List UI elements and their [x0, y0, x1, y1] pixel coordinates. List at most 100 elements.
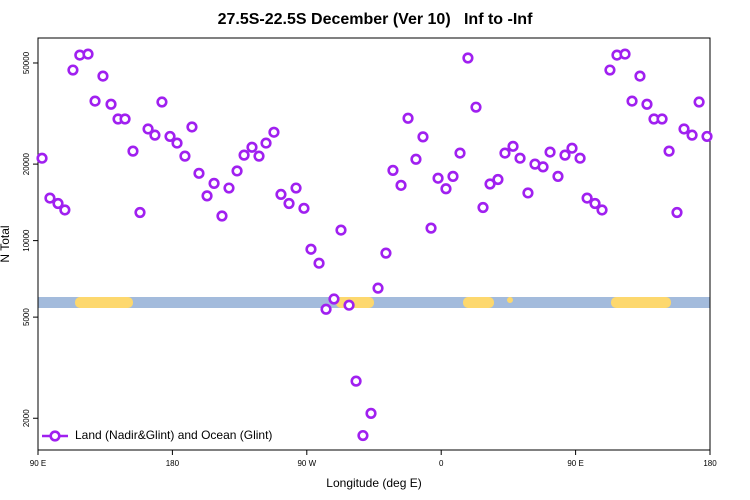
series	[36, 48, 713, 442]
data-point	[82, 48, 94, 60]
data-point	[693, 96, 705, 108]
data-point	[186, 121, 198, 133]
land-strip	[75, 297, 133, 308]
data-point	[402, 112, 414, 124]
data-point	[380, 247, 392, 259]
data-point	[641, 98, 653, 110]
data-point	[127, 145, 139, 157]
data-point	[335, 224, 347, 236]
x-tick-label: 90 W	[297, 459, 316, 468]
data-point	[89, 95, 101, 107]
data-point	[171, 137, 183, 149]
data-point	[357, 429, 369, 442]
data-point	[52, 197, 64, 210]
data-point	[417, 131, 429, 143]
data-point	[320, 303, 332, 315]
data-point	[59, 204, 71, 216]
y-tick-label: 5000	[22, 308, 31, 326]
data-point	[350, 375, 362, 387]
data-point	[447, 170, 459, 182]
data-point	[260, 137, 272, 149]
data-point	[179, 150, 191, 162]
data-point	[156, 96, 168, 108]
data-point	[44, 192, 56, 204]
surface-strip	[38, 297, 710, 308]
data-point	[328, 293, 340, 305]
data-point	[201, 190, 213, 202]
data-point	[574, 152, 586, 164]
x-tick-label: 0	[439, 459, 444, 468]
data-point	[275, 188, 287, 201]
data-point	[559, 149, 571, 161]
data-point	[454, 147, 466, 159]
data-point	[544, 146, 556, 158]
legend-label: Land (Nadir&Glint) and Ocean (Glint)	[75, 428, 272, 442]
y-tick-label: 10000	[22, 229, 31, 252]
data-point	[470, 101, 482, 113]
data-point	[440, 183, 452, 195]
land-strip	[507, 297, 513, 303]
data-point	[462, 52, 474, 64]
data-point	[134, 206, 146, 219]
data-point	[656, 113, 668, 125]
y-tick-label: 20000	[22, 152, 31, 175]
data-point	[663, 145, 675, 157]
data-point	[119, 113, 131, 125]
data-point	[142, 123, 154, 135]
land-strip	[336, 297, 374, 308]
data-point	[395, 179, 407, 191]
data-point	[552, 170, 564, 182]
data-point	[105, 98, 117, 110]
data-point	[238, 149, 250, 161]
data-point	[425, 222, 437, 234]
data-point	[149, 129, 161, 141]
data-point	[216, 210, 228, 222]
data-point	[208, 177, 220, 189]
data-point	[477, 201, 489, 214]
y-axis-label: N Total	[0, 225, 12, 262]
data-point	[253, 150, 265, 162]
data-point	[97, 70, 109, 82]
x-tick-label: 180	[703, 459, 717, 468]
data-point	[164, 130, 176, 143]
data-point	[589, 197, 601, 210]
y-tick-label: 50000	[22, 51, 31, 74]
data-point	[581, 192, 593, 204]
data-point	[619, 48, 631, 60]
data-point	[492, 173, 504, 186]
data-point	[604, 64, 616, 76]
data-point	[432, 172, 444, 184]
x-tick-label: 90 E	[30, 459, 46, 468]
data-point	[246, 141, 258, 153]
data-point	[283, 197, 295, 210]
x-tick-label: 90 E	[567, 459, 583, 468]
data-point	[372, 282, 384, 294]
data-point	[499, 147, 511, 159]
legend-item: Land (Nadir&Glint) and Ocean (Glint)	[42, 428, 272, 442]
data-point	[671, 206, 683, 219]
data-point	[290, 182, 302, 194]
data-point	[507, 140, 519, 152]
data-point	[36, 152, 48, 164]
data-point	[313, 257, 325, 269]
land-strip	[611, 297, 671, 308]
y-tick-label: 2000	[22, 409, 31, 427]
data-point	[514, 152, 526, 164]
data-point	[410, 153, 422, 165]
data-point	[701, 130, 713, 143]
data-point	[522, 187, 534, 199]
data-point	[231, 165, 243, 177]
chart-title: 27.5S-22.5S December (Ver 10) Inf to -In…	[218, 11, 533, 28]
data-point	[484, 178, 496, 190]
data-point	[634, 70, 646, 82]
data-point	[678, 123, 690, 135]
data-point	[305, 243, 317, 255]
legend-marker	[49, 430, 61, 442]
data-point	[193, 167, 205, 179]
land-strip	[463, 297, 494, 308]
x-axis-label: Longitude (deg E)	[326, 476, 421, 490]
data-point	[596, 204, 608, 216]
data-point	[537, 161, 549, 173]
data-point	[223, 182, 235, 194]
